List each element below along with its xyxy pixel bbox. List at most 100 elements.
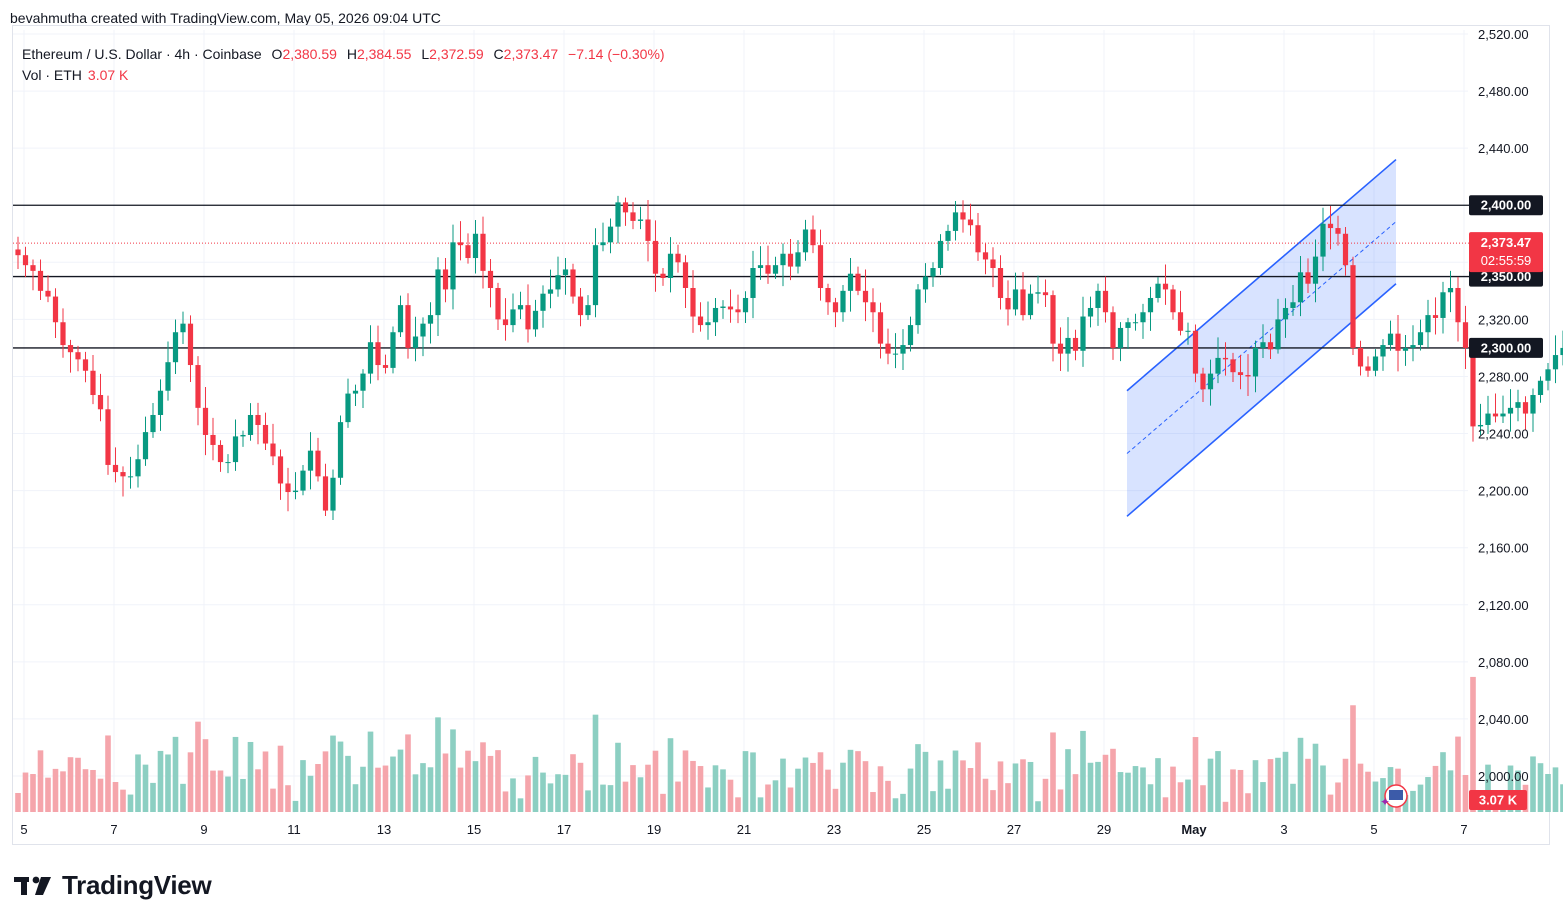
candle [1267, 333, 1274, 359]
candle [540, 285, 546, 328]
candle-body [1260, 342, 1266, 348]
volume-bar [787, 787, 794, 812]
candle [630, 202, 636, 230]
time-tick-label: May [1181, 822, 1207, 837]
candle-body [487, 270, 494, 288]
volume-bar [270, 788, 276, 812]
volume-bar [840, 762, 846, 812]
volume-bar [937, 760, 944, 812]
candle [292, 472, 299, 500]
candle-body [982, 252, 989, 260]
volume-bar [450, 729, 456, 812]
candle-body [1552, 355, 1559, 370]
candle [1312, 239, 1319, 303]
candle-body [772, 265, 779, 274]
candle [757, 246, 764, 280]
candle [697, 302, 704, 332]
candle [765, 245, 771, 284]
price-tick-label: 2,200.00 [1478, 484, 1529, 499]
candle-body [1327, 223, 1334, 229]
candle [1440, 281, 1446, 334]
volume-bar [1560, 784, 1563, 812]
candle-body [870, 302, 876, 313]
volume-bar [1125, 772, 1131, 812]
candle [502, 298, 509, 341]
candle-body [1485, 413, 1491, 425]
time-tick-label: 7 [1460, 822, 1467, 837]
candle-body [1470, 347, 1476, 427]
candle [690, 270, 696, 333]
candle-body [525, 305, 531, 330]
candle [202, 386, 209, 456]
candle-body [922, 276, 929, 290]
volume-bar [990, 790, 996, 812]
tradingview-logo[interactable]: TradingView [14, 870, 212, 901]
candle [345, 378, 351, 428]
candle-body [675, 253, 681, 263]
volume-bar [742, 751, 749, 812]
candle [277, 449, 284, 500]
candle-body [652, 240, 659, 274]
candle [1372, 349, 1379, 377]
candle-body [1297, 272, 1304, 303]
candle-body [1357, 347, 1364, 367]
chart-legend: Ethereum / U.S. Dollar · 4h · Coinbase O… [22, 44, 665, 86]
low-label: L [421, 46, 430, 62]
volume-bar [1050, 732, 1056, 812]
volume-bar [172, 736, 179, 812]
volume-bar [1260, 782, 1266, 812]
volume-bar [180, 783, 186, 812]
volume-bar [1245, 793, 1251, 812]
volume-bar [352, 784, 359, 812]
candle-body [157, 390, 164, 415]
candle-body [1080, 316, 1086, 351]
candle-body [1342, 233, 1349, 266]
candle-body [277, 456, 284, 484]
time-tick-label: 23 [827, 822, 841, 837]
candle-body [735, 309, 741, 313]
candle [180, 311, 186, 345]
candle [45, 275, 51, 303]
candle [1252, 340, 1259, 393]
candle [210, 417, 216, 461]
candle-body [150, 414, 156, 433]
candle-body [1530, 395, 1536, 414]
candle-body [975, 225, 981, 253]
candle [30, 259, 36, 291]
time-axis: 5 7 9 11 13 15 17 19 21 23 25 27 29 May 3 5 7 [20, 822, 1467, 837]
volume-bar [540, 772, 546, 812]
candle [412, 316, 419, 362]
change-value: −7.14 (−0.30%) [568, 46, 665, 62]
candle [435, 257, 441, 336]
candle [1042, 279, 1049, 307]
badge-volume-bg [1469, 790, 1527, 810]
candle-body [532, 310, 539, 330]
candle-body [90, 370, 96, 396]
candle [52, 288, 59, 339]
volume-bar [217, 770, 224, 812]
volume-bar [277, 745, 284, 812]
candle [667, 237, 674, 293]
candle [1327, 206, 1334, 250]
candle-body [1245, 375, 1251, 377]
volume-bar [637, 777, 644, 812]
volume-bar [157, 750, 164, 812]
time-tick-label: 25 [917, 822, 931, 837]
candle [1447, 270, 1454, 313]
candle-body [420, 323, 426, 337]
time-tick-label: 27 [1007, 822, 1021, 837]
volume-bar [960, 760, 966, 812]
candle [705, 301, 711, 340]
candle-body [945, 230, 951, 241]
volume-bar [1350, 705, 1356, 812]
candle [1087, 296, 1094, 328]
candle [570, 263, 576, 304]
candle [622, 197, 629, 226]
candle [307, 432, 314, 490]
candle [142, 416, 149, 466]
volume-bar [120, 789, 126, 812]
volume-bar [37, 750, 44, 812]
volume-bar [952, 750, 959, 812]
candle [232, 419, 239, 471]
